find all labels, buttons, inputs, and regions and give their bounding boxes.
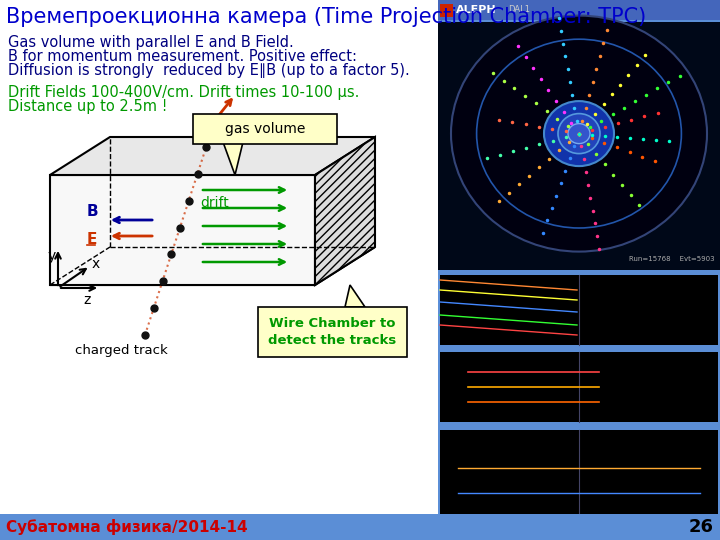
Text: Wire Chamber to
detect the tracks: Wire Chamber to detect the tracks xyxy=(269,317,397,347)
Text: Субатомна физика/2014-14: Субатомна физика/2014-14 xyxy=(6,519,248,535)
Bar xyxy=(438,22,720,270)
Ellipse shape xyxy=(558,113,600,153)
Text: charged track: charged track xyxy=(75,344,168,357)
Text: E: E xyxy=(87,233,97,247)
Text: DAL1: DAL1 xyxy=(508,5,530,15)
Text: Drift Fields 100-400V/cm. Drift times 10-100 μs.: Drift Fields 100-400V/cm. Drift times 10… xyxy=(8,85,359,100)
Text: Run=15768    Evt=5903: Run=15768 Evt=5903 xyxy=(629,256,715,262)
Ellipse shape xyxy=(451,16,707,252)
Text: B: B xyxy=(87,205,99,219)
Text: 26: 26 xyxy=(689,518,714,536)
Ellipse shape xyxy=(544,101,614,166)
Bar xyxy=(440,275,718,345)
FancyBboxPatch shape xyxy=(193,114,337,144)
Polygon shape xyxy=(223,142,243,175)
Text: ALEPH: ALEPH xyxy=(456,5,497,15)
Text: Времепроекционна камера (Time Projection Chamber: TPC): Времепроекционна камера (Time Projection… xyxy=(6,7,647,27)
Bar xyxy=(440,430,718,518)
Text: z: z xyxy=(83,293,91,307)
Bar xyxy=(0,514,720,540)
Text: x: x xyxy=(92,257,100,271)
FancyBboxPatch shape xyxy=(258,307,407,357)
Ellipse shape xyxy=(568,124,590,144)
Text: drift: drift xyxy=(200,196,229,210)
Bar xyxy=(440,352,718,422)
Text: y: y xyxy=(48,249,56,263)
Text: gas volume: gas volume xyxy=(225,122,305,136)
Text: B for momentum measurement. Positive effect:: B for momentum measurement. Positive eff… xyxy=(8,49,357,64)
Bar xyxy=(440,4,453,17)
Polygon shape xyxy=(50,247,375,285)
Text: Diffusion is strongly  reduced by E∥B (up to a factor 5).: Diffusion is strongly reduced by E∥B (up… xyxy=(8,63,410,78)
Text: Distance up to 2.5m !: Distance up to 2.5m ! xyxy=(8,99,168,114)
Bar xyxy=(438,0,720,540)
Polygon shape xyxy=(315,137,375,285)
Polygon shape xyxy=(50,137,375,175)
Polygon shape xyxy=(345,285,365,307)
Text: Gas volume with parallel E and B Field.: Gas volume with parallel E and B Field. xyxy=(8,35,294,50)
Polygon shape xyxy=(50,175,315,285)
Bar xyxy=(438,0,720,20)
